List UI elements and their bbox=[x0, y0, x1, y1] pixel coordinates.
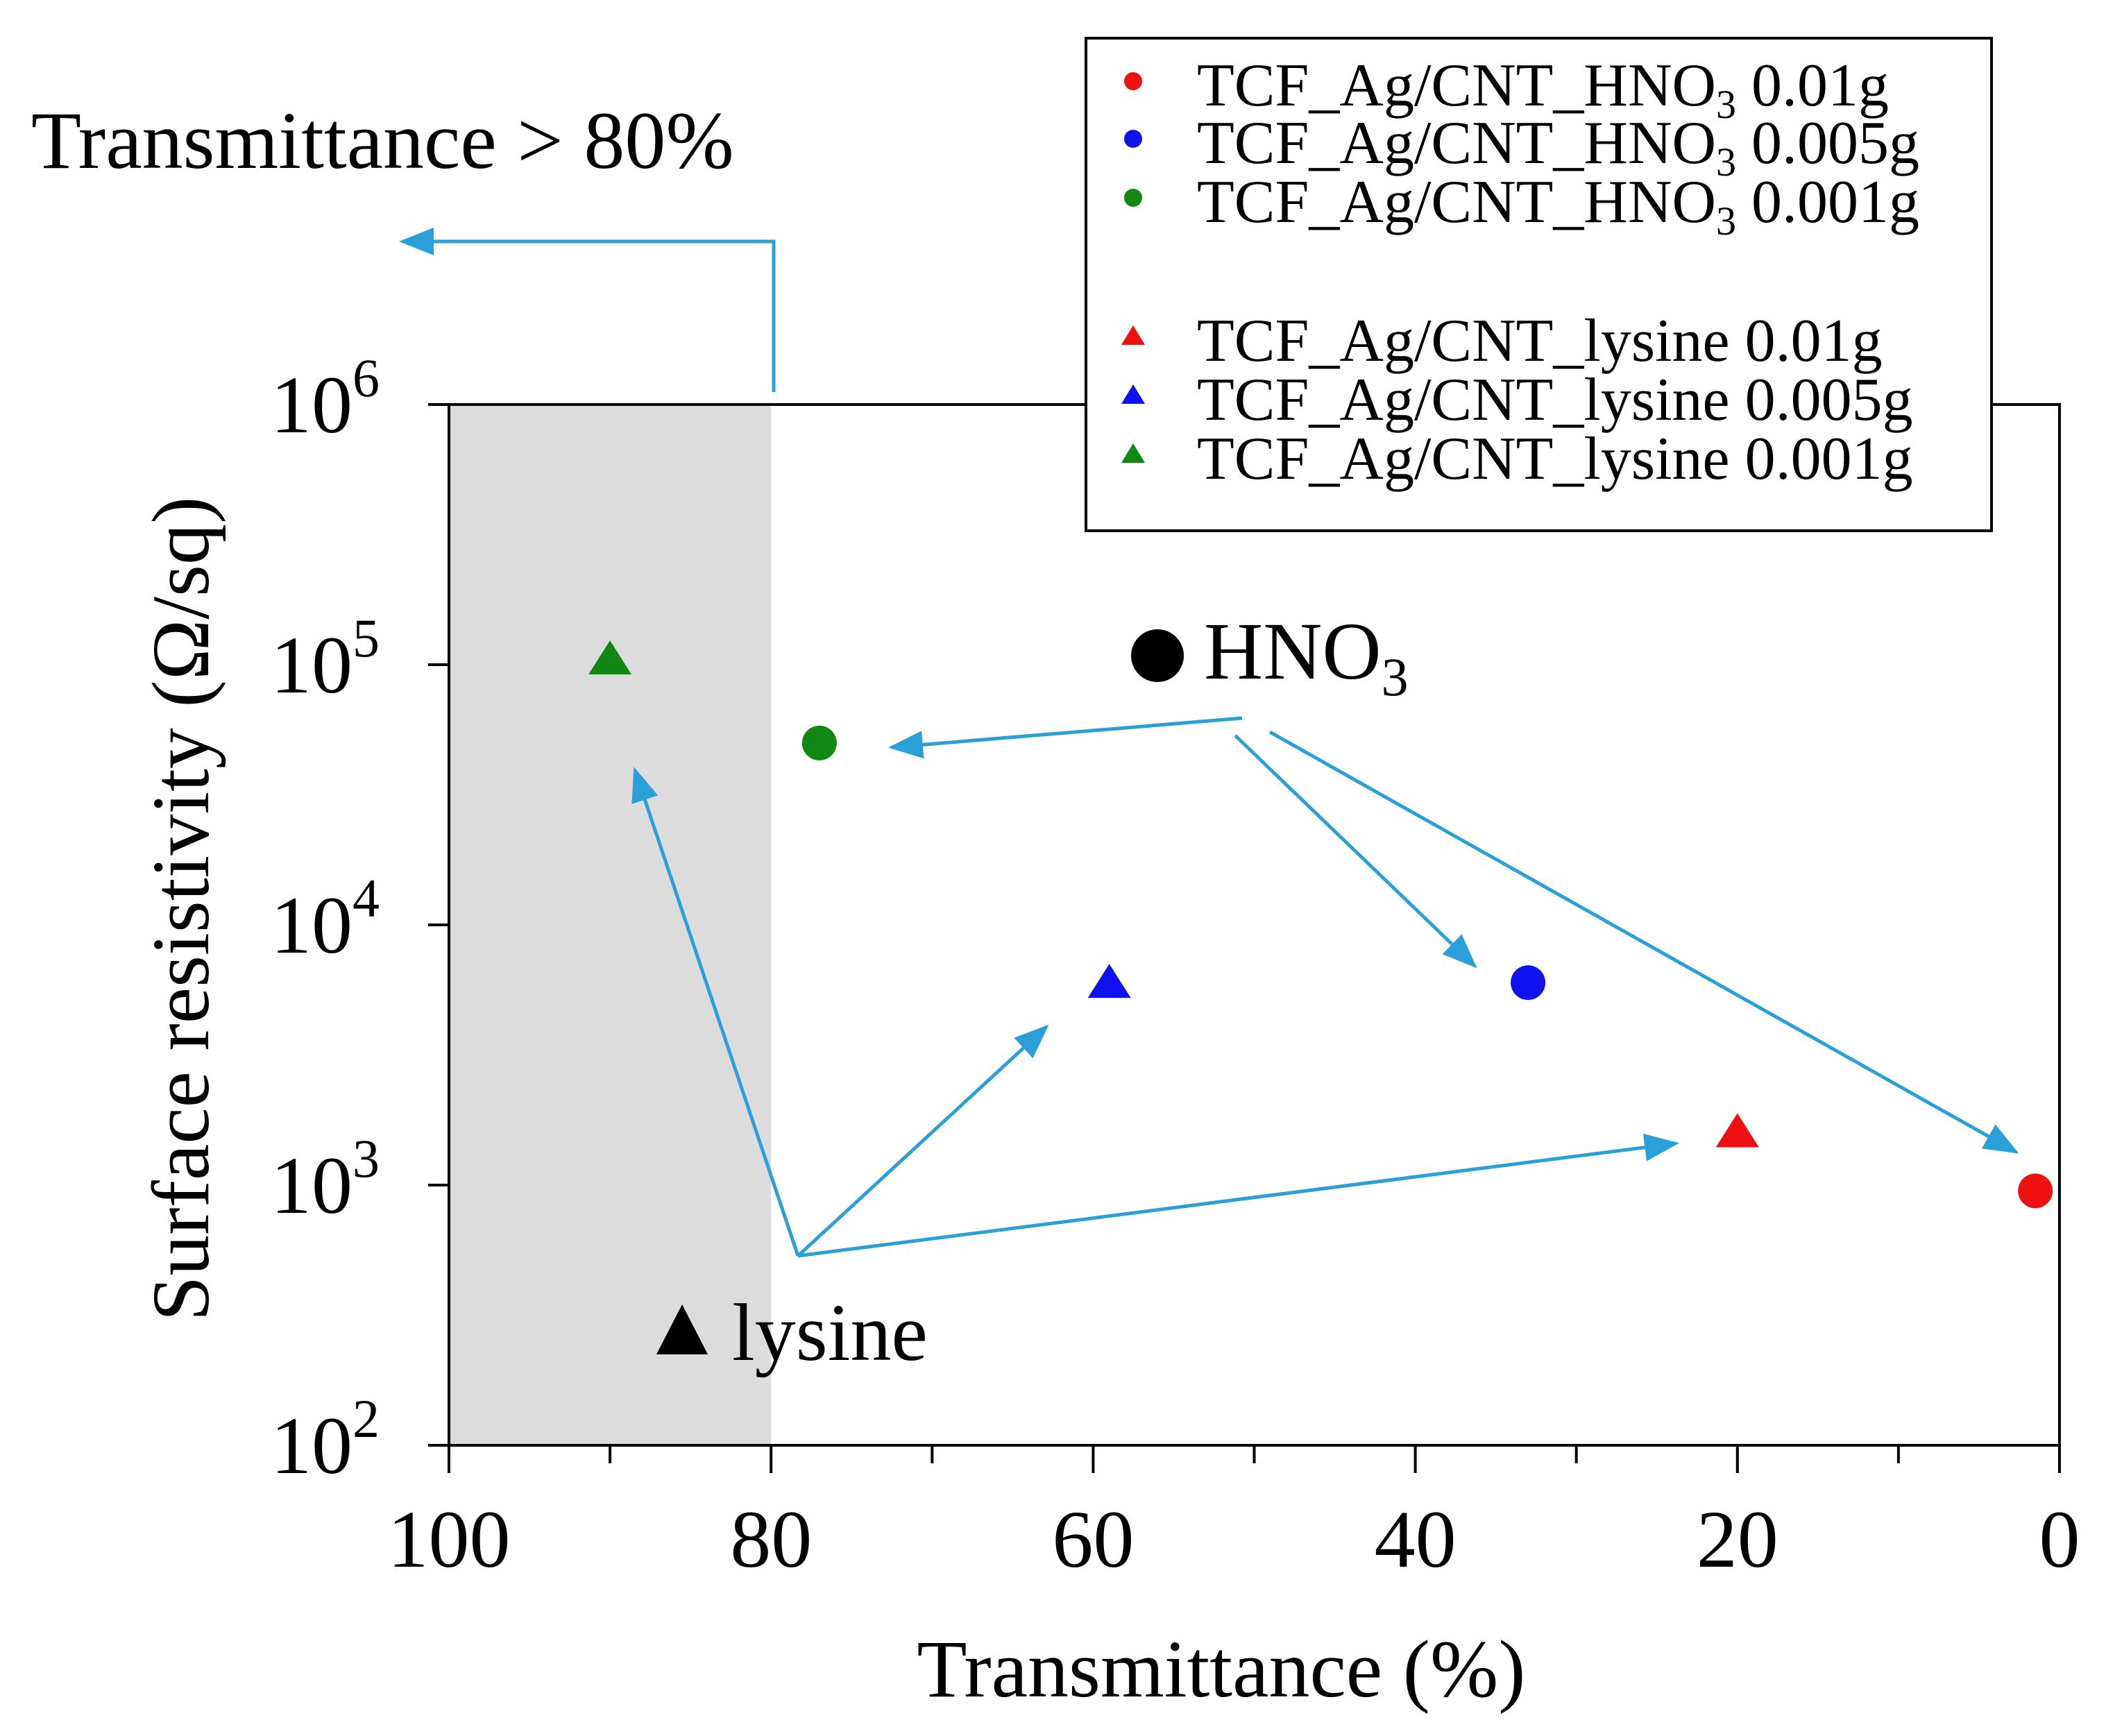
legend-label: TCF_Ag/CNT_HNO3 0.01g bbox=[1197, 52, 1889, 127]
hno3-label-subscript: 3 bbox=[1382, 647, 1409, 707]
y-tick-base: 10 bbox=[271, 1140, 353, 1231]
x-tick-label: 0 bbox=[2039, 1494, 2080, 1585]
legend-label: TCF_Ag/CNT_HNO3 0.005g bbox=[1197, 110, 1919, 185]
y-tick-label: 106 bbox=[271, 348, 380, 450]
lysine-group-marker bbox=[656, 1304, 708, 1354]
legend-label-main: TCF_Ag/CNT_HNO bbox=[1197, 110, 1716, 177]
legend-label-suffix: 0.005g bbox=[1730, 366, 1913, 434]
hno3-group-marker bbox=[1131, 629, 1184, 682]
legend-marker bbox=[1121, 443, 1145, 463]
data-point-1 bbox=[1511, 965, 1546, 1001]
hno3-arrow-to-0.005g bbox=[1234, 734, 1477, 969]
legend-label-main: TCF_Ag/CNT_lysine bbox=[1197, 307, 1730, 375]
y-axis-label: Surface resistivity (Ω/sq) bbox=[135, 497, 226, 1322]
y-tick-label: 104 bbox=[271, 868, 380, 971]
legend-label: TCF_Ag/CNT_lysine 0.001g bbox=[1197, 425, 1913, 493]
high-transmittance-region bbox=[449, 405, 772, 1445]
y-tick-exponent: 4 bbox=[353, 868, 380, 928]
legend-marker bbox=[1121, 325, 1145, 345]
legend-label: TCF_Ag/CNT_lysine 0.01g bbox=[1197, 307, 1883, 375]
legend-label-subscript: 3 bbox=[1716, 82, 1736, 127]
y-tick-label: 102 bbox=[271, 1388, 380, 1491]
y-tick-exponent: 6 bbox=[353, 348, 380, 408]
data-points bbox=[588, 640, 2053, 1209]
legend-label-suffix: 0.001g bbox=[1736, 169, 1919, 236]
hno3-arrow-to-0.001g bbox=[888, 716, 1243, 759]
group-arrows bbox=[631, 716, 2019, 1258]
legend-label-subscript: 3 bbox=[1716, 139, 1736, 185]
legend-label: TCF_Ag/CNT_lysine 0.005g bbox=[1197, 366, 1913, 434]
data-point-3 bbox=[1715, 1113, 1759, 1148]
y-tick-label: 105 bbox=[271, 608, 380, 710]
top-annotation-label: Transmittance > 80% bbox=[31, 95, 734, 186]
legend-label-main: TCF_Ag/CNT_lysine bbox=[1197, 366, 1730, 434]
hno3-label-main: HNO bbox=[1204, 606, 1382, 697]
x-tick-label: 80 bbox=[730, 1494, 812, 1585]
data-point-0 bbox=[2018, 1173, 2053, 1209]
x-axis-ticks: 100 80 60 40 20 0 bbox=[388, 1445, 2080, 1585]
y-tick-exponent: 3 bbox=[353, 1128, 380, 1189]
legend-label: TCF_Ag/CNT_HNO3 0.001g bbox=[1197, 169, 1919, 244]
lysine-arrow-to-0.001g bbox=[631, 767, 800, 1257]
data-point-2 bbox=[801, 725, 837, 760]
legend-label-main: TCF_Ag/CNT_lysine bbox=[1197, 425, 1730, 493]
x-tick-label: 40 bbox=[1375, 1494, 1457, 1585]
top-annotation-arrow bbox=[399, 228, 776, 392]
legend-label-suffix: 0.001g bbox=[1730, 425, 1913, 493]
legend-label-suffix: 0.01g bbox=[1730, 307, 1883, 375]
y-tick-label: 103 bbox=[271, 1128, 380, 1231]
x-tick-label: 20 bbox=[1697, 1494, 1778, 1585]
legend-label-subscript: 3 bbox=[1716, 198, 1736, 244]
legend-label-main: TCF_Ag/CNT_HNO bbox=[1197, 52, 1716, 119]
y-tick-exponent: 2 bbox=[353, 1388, 380, 1449]
data-point-5 bbox=[588, 640, 632, 675]
legend-box bbox=[1085, 37, 1993, 532]
y-tick-base: 10 bbox=[271, 880, 353, 971]
legend-marker bbox=[1124, 130, 1142, 148]
legend-marker bbox=[1121, 384, 1145, 404]
lysine-group-label: lysine bbox=[732, 1287, 928, 1378]
y-tick-exponent: 5 bbox=[353, 608, 380, 668]
y-tick-base: 10 bbox=[271, 359, 353, 450]
x-tick-label: 100 bbox=[388, 1494, 511, 1585]
legend-label-suffix: 0.005g bbox=[1736, 110, 1919, 177]
y-tick-base: 10 bbox=[271, 620, 353, 710]
y-tick-base: 10 bbox=[271, 1400, 353, 1491]
x-tick-label: 60 bbox=[1052, 1494, 1134, 1585]
legend-marker bbox=[1124, 72, 1142, 90]
legend-label-main: TCF_Ag/CNT_HNO bbox=[1197, 169, 1716, 236]
legend-label-suffix: 0.01g bbox=[1736, 52, 1889, 119]
x-axis-label: Transmittance (%) bbox=[917, 1624, 1525, 1714]
data-point-4 bbox=[1087, 964, 1131, 998]
lysine-arrow-to-0.005g bbox=[797, 1024, 1049, 1257]
hno3-group-label: HNO3 bbox=[1204, 606, 1409, 707]
hno3-arrow-to-0.01g bbox=[1268, 730, 2019, 1154]
legend-marker bbox=[1124, 189, 1142, 207]
lysine-arrow-to-0.01g bbox=[797, 1133, 1679, 1258]
